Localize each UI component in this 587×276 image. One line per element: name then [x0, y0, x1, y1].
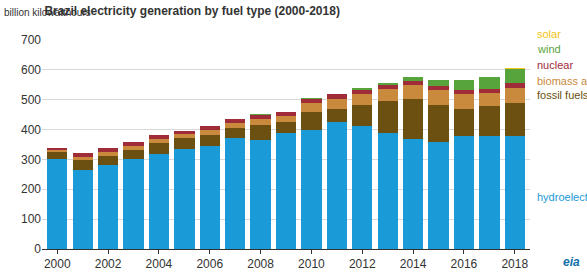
svg-text:2004: 2004 [146, 257, 173, 271]
svg-text:hydroelectricity: hydroelectricity [537, 191, 587, 203]
svg-text:solar: solar [537, 28, 561, 40]
svg-text:2010: 2010 [298, 257, 325, 271]
svg-text:2012: 2012 [349, 257, 376, 271]
svg-text:2018: 2018 [501, 257, 528, 271]
svg-text:eia: eia [563, 255, 580, 269]
svg-text:wind: wind [537, 43, 561, 55]
svg-text:fossil fuels: fossil fuels [537, 89, 587, 101]
svg-text:2008: 2008 [247, 257, 274, 271]
svg-text:600: 600 [21, 63, 41, 77]
svg-text:200: 200 [21, 182, 41, 196]
svg-text:nuclear: nuclear [537, 59, 573, 71]
svg-text:2014: 2014 [400, 257, 427, 271]
svg-text:100: 100 [21, 212, 41, 226]
svg-text:500: 500 [21, 93, 41, 107]
svg-text:2016: 2016 [451, 257, 478, 271]
svg-text:2006: 2006 [196, 257, 223, 271]
svg-text:700: 700 [21, 33, 41, 47]
svg-text:billion kilowatthours: billion kilowatthours [4, 7, 91, 18]
svg-text:0: 0 [34, 242, 41, 256]
svg-text:biomass and waste: biomass and waste [537, 75, 587, 87]
svg-text:2002: 2002 [95, 257, 122, 271]
svg-text:2000: 2000 [44, 257, 71, 271]
svg-text:400: 400 [21, 123, 41, 137]
svg-text:Brazil electricity generation: Brazil electricity generation by fuel ty… [44, 4, 339, 18]
svg-text:300: 300 [21, 153, 41, 167]
